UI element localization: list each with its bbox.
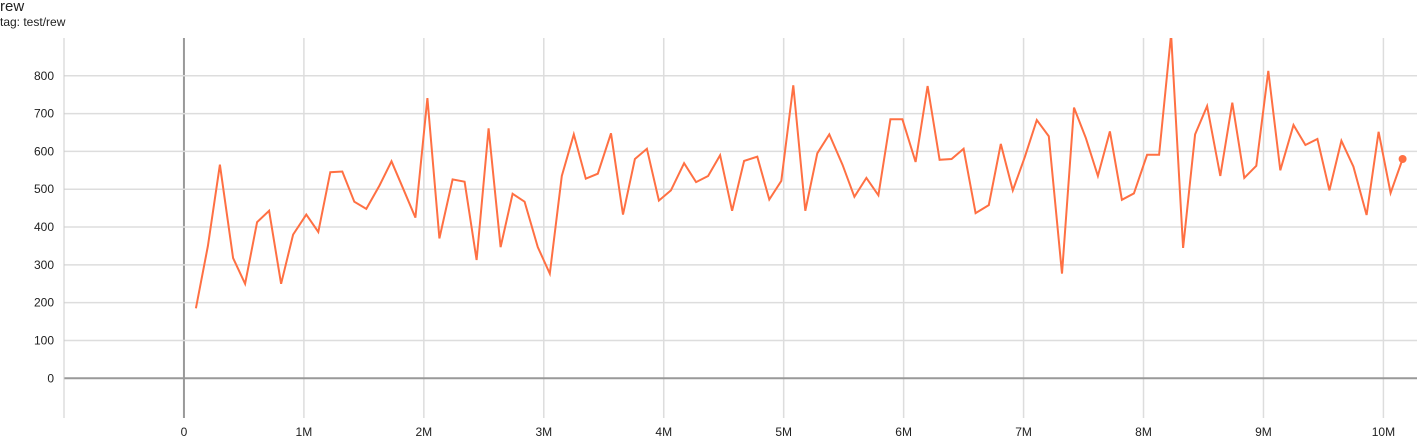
grid bbox=[64, 38, 1417, 418]
y-tick-label: 200 bbox=[34, 296, 54, 310]
axes: 0 1M 2M 3M 4M 5M 6M 7M 8M 9M 10M 0 100 200 300 400 500 60… bbox=[34, 38, 1395, 439]
x-tick-label: 4M bbox=[655, 425, 672, 439]
y-tick-label: 700 bbox=[34, 107, 54, 121]
x-tick-label: 0 bbox=[181, 425, 188, 439]
y-tick-label: 800 bbox=[34, 69, 54, 83]
y-tick-label: 400 bbox=[34, 220, 54, 234]
x-tick-label: 8M bbox=[1135, 425, 1152, 439]
y-tick-label: 0 bbox=[47, 371, 54, 385]
x-tick-label: 3M bbox=[535, 425, 552, 439]
x-tick-label: 5M bbox=[775, 425, 792, 439]
chart-tag: tag: test/rew bbox=[0, 15, 66, 29]
x-tick-label: 1M bbox=[296, 425, 313, 439]
chart-title: rew bbox=[0, 0, 25, 15]
y-tick-label: 100 bbox=[34, 333, 54, 347]
series bbox=[194, 38, 1407, 309]
x-tick-label: 10M bbox=[1372, 425, 1395, 439]
x-tick-label: 9M bbox=[1255, 425, 1272, 439]
x-tick-label: 6M bbox=[895, 425, 912, 439]
x-tick-label: 7M bbox=[1015, 425, 1032, 439]
y-tick-label: 600 bbox=[34, 144, 54, 158]
y-tick-label: 300 bbox=[34, 258, 54, 272]
y-tick-label: 500 bbox=[34, 182, 54, 196]
last-point-marker bbox=[1398, 154, 1407, 163]
series-line bbox=[194, 38, 1404, 309]
x-tick-label: 2M bbox=[416, 425, 433, 439]
